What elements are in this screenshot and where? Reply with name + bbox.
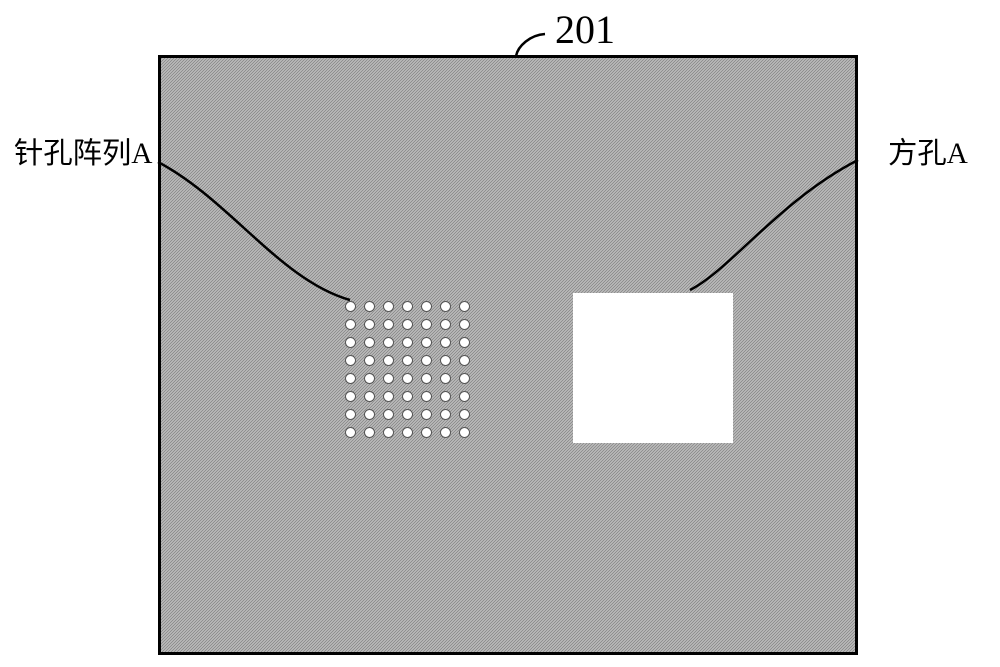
pinhole <box>421 337 432 348</box>
pinhole <box>402 373 413 384</box>
pinhole <box>383 319 394 330</box>
pinhole <box>459 409 470 420</box>
pinhole <box>440 409 451 420</box>
pinhole <box>383 337 394 348</box>
pinhole <box>440 355 451 366</box>
pinhole <box>383 409 394 420</box>
pinhole <box>364 355 375 366</box>
pinhole <box>345 409 356 420</box>
pinhole <box>364 409 375 420</box>
pinhole <box>459 391 470 402</box>
pinhole <box>421 301 432 312</box>
pinhole <box>345 427 356 438</box>
label-pinhole-array: 针孔阵列A <box>14 130 153 172</box>
pinhole <box>364 427 375 438</box>
pinhole <box>459 319 470 330</box>
pinhole <box>459 373 470 384</box>
pinhole <box>364 301 375 312</box>
pinhole <box>345 319 356 330</box>
pinhole <box>383 427 394 438</box>
pinhole <box>440 301 451 312</box>
pinhole <box>345 355 356 366</box>
pinhole <box>383 301 394 312</box>
pinhole <box>364 319 375 330</box>
pinhole <box>364 337 375 348</box>
pinhole <box>440 391 451 402</box>
pinhole <box>440 373 451 384</box>
pinhole <box>345 337 356 348</box>
pinhole <box>402 319 413 330</box>
pinhole <box>440 427 451 438</box>
pinhole <box>440 337 451 348</box>
pinhole <box>421 355 432 366</box>
pinhole <box>459 337 470 348</box>
pinhole <box>402 301 413 312</box>
pinhole <box>383 373 394 384</box>
pinhole <box>421 409 432 420</box>
square-hole-a <box>573 293 733 443</box>
pinhole <box>383 355 394 366</box>
pinhole <box>402 355 413 366</box>
diagram-canvas: 201 针孔阵列A 方孔A <box>0 0 1000 667</box>
pinhole <box>364 391 375 402</box>
pinhole <box>459 301 470 312</box>
pinhole <box>345 301 356 312</box>
pinhole <box>421 427 432 438</box>
pinhole <box>345 391 356 402</box>
pinhole <box>440 319 451 330</box>
leader-201 <box>516 34 545 56</box>
pinhole <box>402 391 413 402</box>
pinhole <box>459 355 470 366</box>
pinhole <box>459 427 470 438</box>
pinhole <box>421 319 432 330</box>
pinhole <box>383 391 394 402</box>
label-square-hole: 方孔A <box>888 130 968 172</box>
pinhole <box>402 337 413 348</box>
pinhole-array-a <box>345 301 470 438</box>
reference-number-201: 201 <box>555 6 615 53</box>
pinhole <box>402 427 413 438</box>
plate-201 <box>158 55 858 655</box>
pinhole <box>364 373 375 384</box>
pinhole <box>421 391 432 402</box>
pinhole <box>402 409 413 420</box>
pinhole <box>345 373 356 384</box>
pinhole <box>421 373 432 384</box>
